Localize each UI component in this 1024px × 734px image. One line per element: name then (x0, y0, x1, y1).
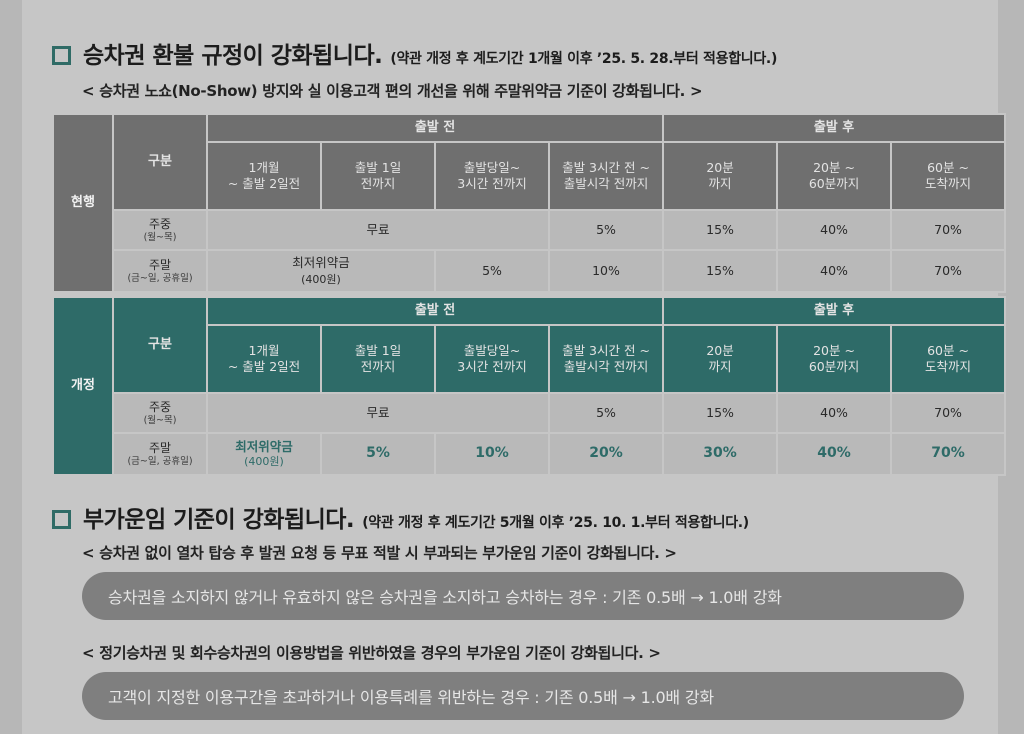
current-row-label: 현행 (54, 115, 112, 291)
fee-cell: 20% (550, 434, 663, 474)
column-header: 1개월 ~ 출발 2일전 (208, 326, 320, 392)
column-header: 60분 ~ 도착까지 (892, 143, 1005, 209)
section1-note: (약관 개정 후 계도기간 1개월 이후 ’25. 5. 28.부터 적용합니다… (390, 51, 778, 67)
checkbox-square-icon (52, 510, 71, 529)
fee-cell: 40% (778, 434, 891, 474)
fee-cell: 70% (892, 394, 1005, 432)
column-header: 출발 3시간 전 ~ 출발시각 전까지 (550, 143, 663, 209)
column-header: 20분 까지 (664, 143, 777, 209)
fee-cell: 5% (322, 434, 434, 474)
weekday-label: 주중 (월~목) (114, 211, 206, 249)
fee-cell: 5% (550, 211, 663, 249)
before-departure-header: 출발 전 (208, 115, 663, 141)
section2-heading: 부가운임 기준이 강화됩니다. (약관 개정 후 계도기간 5개월 이후 ’25… (52, 500, 749, 534)
checkbox-square-icon (52, 46, 71, 65)
after-departure-header: 출발 후 (664, 298, 1005, 324)
column-header: 출발 1일 전까지 (322, 143, 434, 209)
notice-page: 승차권 환불 규정이 강화됩니다. (약관 개정 후 계도기간 1개월 이후 ’… (22, 0, 1007, 734)
fee-cell: 10% (436, 434, 548, 474)
free-cell: 무료 (208, 211, 548, 249)
fee-cell: 15% (664, 394, 777, 432)
fee-cell: 10% (550, 251, 663, 291)
section2-title: 부가운임 기준이 강화됩니다. (83, 507, 355, 533)
column-header: 출발 1일 전까지 (322, 326, 434, 392)
before-departure-header: 출발 전 (208, 298, 663, 324)
column-header: 20분 ~60분까지 (778, 143, 891, 209)
revised-fare-table: 개정 구분 출발 전 출발 후 1개월 ~ 출발 2일전 출발 1일 전까지 출발당… (52, 296, 1007, 476)
column-header: 20분 ~60분까지 (778, 326, 891, 392)
section1-title: 승차권 환불 규정이 강화됩니다. (83, 43, 383, 69)
weekend-label: 주말 (금~일, 공휴일) (114, 434, 206, 474)
fee-cell: 5% (550, 394, 663, 432)
weekend-label: 주말 (금~일, 공휴일) (114, 251, 206, 291)
weekday-label: 주중 (월~목) (114, 394, 206, 432)
section1-subtitle: < 승차권 노쇼(No-Show) 방지와 실 이용고객 편의 개선을 위해 주… (82, 82, 703, 100)
column-header: 20분 까지 (664, 326, 777, 392)
column-header: 1개월 ~ 출발 2일전 (208, 143, 320, 209)
current-fare-table: 현행 구분 출발 전 출발 후 1개월 ~ 출발 2일전 출발 1일 전까지 출발당… (52, 113, 1007, 293)
fee-cell: 5% (436, 251, 548, 291)
fee-cell: 40% (778, 394, 891, 432)
fee-cell: 30% (664, 434, 777, 474)
fee-cell: 70% (892, 434, 1005, 474)
min-fee-cell: 최저위약금 (400원) (208, 251, 434, 291)
fee-cell: 15% (664, 211, 777, 249)
rule-pill-2: 고객이 지정한 이용구간을 초과하거나 이용특례를 위반하는 경우 : 기존 0… (82, 672, 964, 720)
section2-note: (약관 개정 후 계도기간 5개월 이후 ’25. 10. 1.부터 적용합니다… (362, 515, 749, 531)
after-departure-header: 출발 후 (664, 115, 1005, 141)
gubun-header: 구분 (114, 298, 206, 392)
section2-sub2: < 정기승차권 및 회수승차권의 이용방법을 위반하였을 경우의 부가운임 기준… (82, 644, 661, 662)
column-header: 60분 ~ 도착까지 (892, 326, 1005, 392)
free-cell: 무료 (208, 394, 548, 432)
column-header: 출발 3시간 전 ~ 출발시각 전까지 (550, 326, 663, 392)
column-header: 출발당일~ 3시간 전까지 (436, 143, 548, 209)
gubun-header: 구분 (114, 115, 206, 209)
column-header: 출발당일~ 3시간 전까지 (436, 326, 548, 392)
section2-sub1: < 승차권 없이 열차 탑승 후 발권 요청 등 무표 적발 시 부과되는 부가… (82, 544, 677, 562)
fee-cell: 40% (778, 211, 891, 249)
fee-cell: 40% (778, 251, 891, 291)
fee-cell: 15% (664, 251, 777, 291)
rule-pill-1: 승차권을 소지하지 않거나 유효하지 않은 승차권을 소지하고 승차하는 경우 … (82, 572, 964, 620)
revised-row-label: 개정 (54, 298, 112, 474)
fee-cell: 70% (892, 251, 1005, 291)
fee-cell: 70% (892, 211, 1005, 249)
section1-heading: 승차권 환불 규정이 강화됩니다. (약관 개정 후 계도기간 1개월 이후 ’… (52, 36, 777, 70)
min-fee-cell: 최저위약금 (400원) (208, 434, 320, 474)
